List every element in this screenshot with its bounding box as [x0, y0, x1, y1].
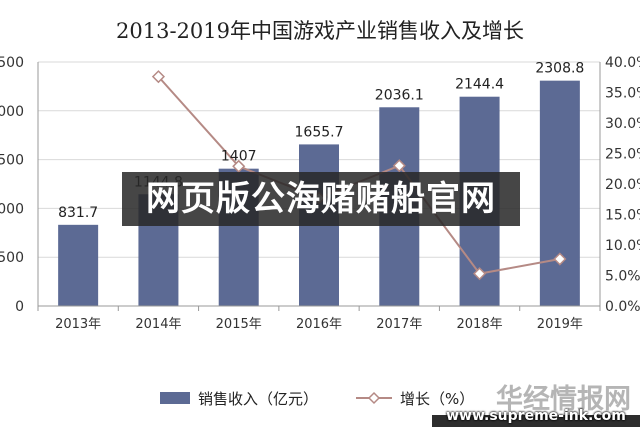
y-left-tick-label: 500 [0, 250, 24, 266]
x-tick-label: 2014年 [135, 317, 181, 332]
y-right-tick-label: 25.0% [605, 147, 640, 163]
y-right-tick-label: 20.0% [605, 177, 640, 193]
watermark-strip [432, 415, 640, 427]
x-tick-label: 2018年 [457, 317, 503, 332]
legend-swatch-sales [160, 392, 190, 404]
growth-point [392, 159, 406, 173]
bar [539, 80, 580, 306]
legend-swatch-growth-marker [367, 391, 381, 405]
x-tick-label: 2013年 [55, 317, 101, 332]
growth-point [151, 70, 165, 84]
y-right-tick-label: 15.0% [605, 208, 640, 224]
bar-value-label: 2036.1 [375, 87, 424, 103]
y-left-tick-label: 2500 [0, 55, 24, 71]
legend-label-sales: 销售收入（亿元） [198, 390, 318, 408]
y-left-tick-label: 2000 [0, 104, 24, 120]
bar-value-label: 1655.7 [295, 124, 344, 140]
x-tick-label: 2015年 [216, 317, 262, 332]
growth-point [553, 252, 567, 266]
y-right-tick-label: 0.0% [605, 299, 640, 315]
y-right-tick-label: 35.0% [605, 86, 640, 102]
growth-point [473, 267, 487, 281]
watermark-logo-text: 华经情报网 [496, 384, 631, 415]
legend-label-growth: 增长（%） [400, 390, 474, 408]
y-right-tick-label: 40.0% [605, 55, 640, 71]
bar-value-label: 831.7 [58, 205, 98, 221]
y-right-tick-label: 10.0% [605, 238, 640, 254]
promo-banner: 网页版公海赌赌船官网 [122, 172, 520, 226]
y-right-tick-label: 30.0% [605, 116, 640, 132]
y-left-tick-label: 1000 [0, 201, 24, 217]
watermark-url: www.supreme-ink.com [446, 408, 626, 424]
growth-point [232, 159, 246, 173]
x-tick-label: 2016年 [296, 317, 342, 332]
x-tick-label: 2019年 [537, 317, 583, 332]
bar-value-label: 2144.4 [455, 77, 504, 93]
y-right-tick-label: 5.0% [605, 269, 640, 285]
bar-value-label: 1407 [221, 149, 257, 165]
y-left-tick-label: 1500 [0, 153, 24, 169]
x-tick-label: 2017年 [376, 317, 422, 332]
chart-title: 2013-2019年中国游戏产业销售收入及增长 [116, 19, 524, 43]
bar-value-label: 2308.8 [535, 61, 584, 77]
y-left-tick-label: 0 [15, 299, 24, 315]
bar [58, 224, 99, 306]
